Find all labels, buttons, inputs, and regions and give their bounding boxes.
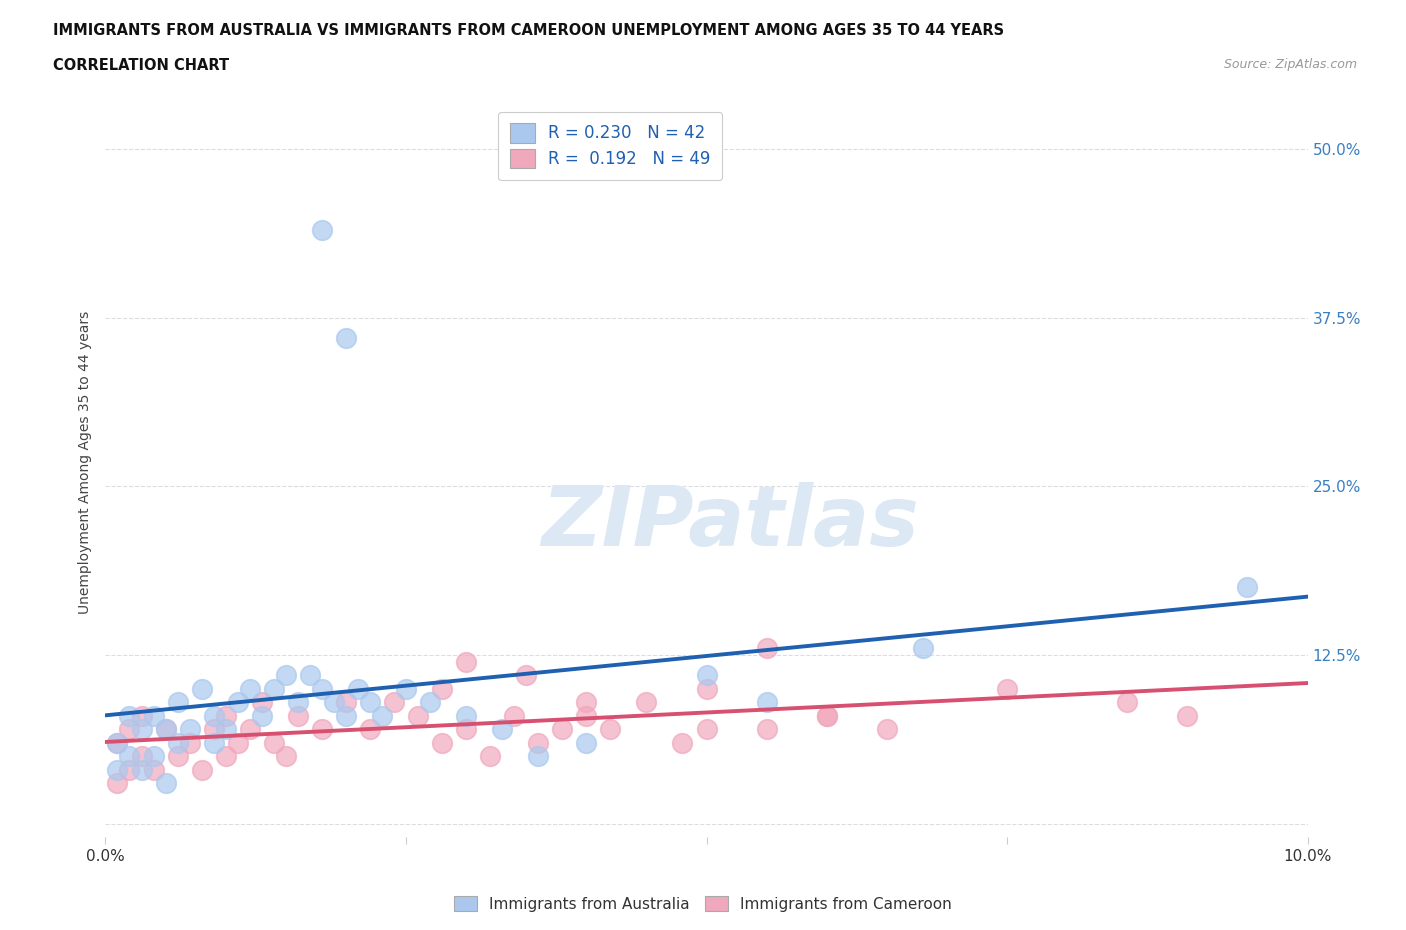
- Point: [118, 749, 141, 764]
- Point: [179, 735, 201, 750]
- Point: [335, 695, 357, 710]
- Point: [131, 749, 153, 764]
- Point: [311, 722, 333, 737]
- Point: [430, 735, 453, 750]
- Point: [430, 681, 453, 696]
- Point: [166, 735, 188, 750]
- Point: [287, 708, 309, 723]
- Point: [202, 735, 225, 750]
- Text: IMMIGRANTS FROM AUSTRALIA VS IMMIGRANTS FROM CAMEROON UNEMPLOYMENT AMONG AGES 35: IMMIGRANTS FROM AUSTRALIA VS IMMIGRANTS …: [53, 23, 1004, 38]
- Point: [382, 695, 405, 710]
- Point: [274, 668, 297, 683]
- Y-axis label: Unemployment Among Ages 35 to 44 years: Unemployment Among Ages 35 to 44 years: [79, 311, 93, 615]
- Point: [755, 695, 778, 710]
- Point: [359, 722, 381, 737]
- Point: [155, 776, 177, 790]
- Point: [107, 776, 129, 790]
- Point: [107, 735, 129, 750]
- Point: [179, 722, 201, 737]
- Point: [250, 695, 273, 710]
- Point: [491, 722, 513, 737]
- Point: [214, 708, 236, 723]
- Point: [527, 749, 550, 764]
- Legend: R = 0.230   N = 42, R =  0.192   N = 49: R = 0.230 N = 42, R = 0.192 N = 49: [498, 112, 723, 180]
- Point: [911, 641, 934, 656]
- Point: [239, 722, 262, 737]
- Point: [551, 722, 574, 737]
- Point: [142, 762, 165, 777]
- Point: [131, 762, 153, 777]
- Point: [815, 708, 838, 723]
- Point: [575, 695, 598, 710]
- Point: [298, 668, 321, 683]
- Point: [527, 735, 550, 750]
- Point: [575, 735, 598, 750]
- Point: [454, 722, 477, 737]
- Point: [118, 722, 141, 737]
- Point: [1116, 695, 1139, 710]
- Point: [107, 735, 129, 750]
- Text: CORRELATION CHART: CORRELATION CHART: [53, 58, 229, 73]
- Point: [226, 695, 249, 710]
- Point: [166, 695, 188, 710]
- Point: [214, 722, 236, 737]
- Point: [335, 708, 357, 723]
- Point: [311, 222, 333, 237]
- Point: [190, 762, 212, 777]
- Point: [876, 722, 898, 737]
- Point: [250, 708, 273, 723]
- Point: [599, 722, 621, 737]
- Point: [239, 681, 262, 696]
- Point: [755, 722, 778, 737]
- Point: [202, 708, 225, 723]
- Point: [419, 695, 441, 710]
- Point: [696, 681, 718, 696]
- Point: [755, 641, 778, 656]
- Point: [107, 762, 129, 777]
- Point: [131, 708, 153, 723]
- Point: [359, 695, 381, 710]
- Point: [322, 695, 344, 710]
- Legend: Immigrants from Australia, Immigrants from Cameroon: Immigrants from Australia, Immigrants fr…: [449, 889, 957, 918]
- Point: [311, 681, 333, 696]
- Point: [503, 708, 526, 723]
- Point: [454, 708, 477, 723]
- Point: [479, 749, 502, 764]
- Text: ZIPatlas: ZIPatlas: [541, 482, 920, 563]
- Point: [995, 681, 1018, 696]
- Point: [671, 735, 693, 750]
- Point: [515, 668, 537, 683]
- Point: [406, 708, 429, 723]
- Point: [131, 722, 153, 737]
- Point: [287, 695, 309, 710]
- Point: [263, 735, 285, 750]
- Point: [696, 722, 718, 737]
- Point: [575, 708, 598, 723]
- Point: [636, 695, 658, 710]
- Point: [142, 749, 165, 764]
- Point: [395, 681, 418, 696]
- Point: [696, 668, 718, 683]
- Point: [190, 681, 212, 696]
- Point: [263, 681, 285, 696]
- Point: [335, 330, 357, 345]
- Point: [118, 762, 141, 777]
- Point: [155, 722, 177, 737]
- Point: [274, 749, 297, 764]
- Point: [1236, 580, 1258, 595]
- Point: [226, 735, 249, 750]
- Point: [371, 708, 394, 723]
- Point: [815, 708, 838, 723]
- Point: [155, 722, 177, 737]
- Point: [202, 722, 225, 737]
- Point: [118, 708, 141, 723]
- Point: [214, 749, 236, 764]
- Point: [347, 681, 370, 696]
- Point: [142, 708, 165, 723]
- Point: [166, 749, 188, 764]
- Point: [1175, 708, 1198, 723]
- Point: [454, 654, 477, 669]
- Text: Source: ZipAtlas.com: Source: ZipAtlas.com: [1223, 58, 1357, 71]
